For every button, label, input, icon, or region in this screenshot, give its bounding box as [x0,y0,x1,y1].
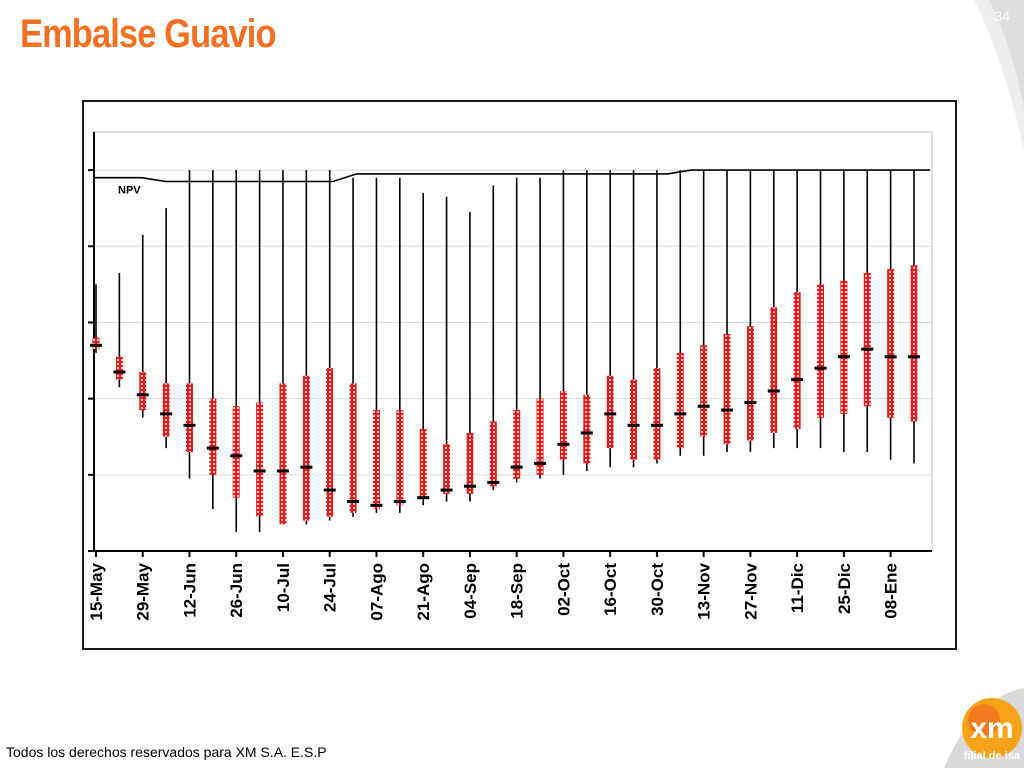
box [185,383,193,452]
x-tick-label: 11-Dic [788,563,807,613]
box [466,432,474,494]
x-tick-label: 13-Nov [695,562,714,619]
box [209,398,217,475]
x-tick-label: 25-Dic [835,563,854,614]
x-tick-label: 29-May [134,562,153,620]
box [256,402,264,517]
box [302,375,310,521]
box [92,337,100,350]
x-tick-label: 24-Jul [321,563,340,612]
plot-area [93,131,933,552]
box [863,272,871,407]
box [489,421,497,487]
box [326,368,334,517]
box [746,326,754,441]
box [232,406,240,498]
box [793,291,801,430]
corner-swoosh-decoration [974,0,1024,150]
box [372,410,380,510]
box [513,410,521,479]
box [443,444,451,494]
box [840,280,848,414]
x-tick-label: 16-Oct [601,563,620,616]
box [349,383,357,513]
x-tick-label: 08-Ene [882,563,901,619]
x-tick-label: 21-Ago [414,563,433,621]
box [817,284,825,418]
x-tick-label: 15-May [87,562,106,620]
x-tick-label: 27-Nov [741,562,760,619]
logo-tagline: filial de isa [963,750,1020,762]
x-tick-label: 12-Jun [180,563,199,618]
box [396,410,404,506]
x-tick-label: 18-Sep [508,563,527,619]
box [630,379,638,460]
box [676,352,684,449]
box [559,391,567,460]
npv-line [94,169,930,183]
box [139,371,147,411]
footer-copyright: Todos los derechos reservados para XM S.… [6,744,327,760]
x-tick-label: 10-Jul [274,563,293,612]
x-tick-label: 02-Oct [554,563,573,616]
xm-logo: xm [944,688,1024,768]
page-number: 34 [994,8,1010,24]
box [723,333,731,445]
x-tick-label: 04-Sep [461,563,480,619]
chart-frame: 0%20%40%60%80%100%NPV15-May29-May12-Jun2… [82,100,957,650]
box [700,345,708,437]
box [583,394,591,464]
npv-label: NPV [118,185,141,197]
slide-title: Embalse Guavio [20,12,276,56]
x-tick-label: 07-Ago [367,563,386,621]
box-chart: 0%20%40%60%80%100%NPV15-May29-May12-Jun2… [87,131,933,621]
x-tick-label: 26-Jun [227,563,246,618]
x-tick-label: 30-Oct [648,563,667,616]
box [770,307,778,433]
box [115,356,123,380]
box [910,265,918,422]
box [536,398,544,475]
box [653,368,661,460]
box [887,269,895,418]
logo-text: xm [970,712,1013,745]
box [162,383,170,437]
box [606,375,614,449]
box [419,429,427,498]
box [279,383,287,525]
